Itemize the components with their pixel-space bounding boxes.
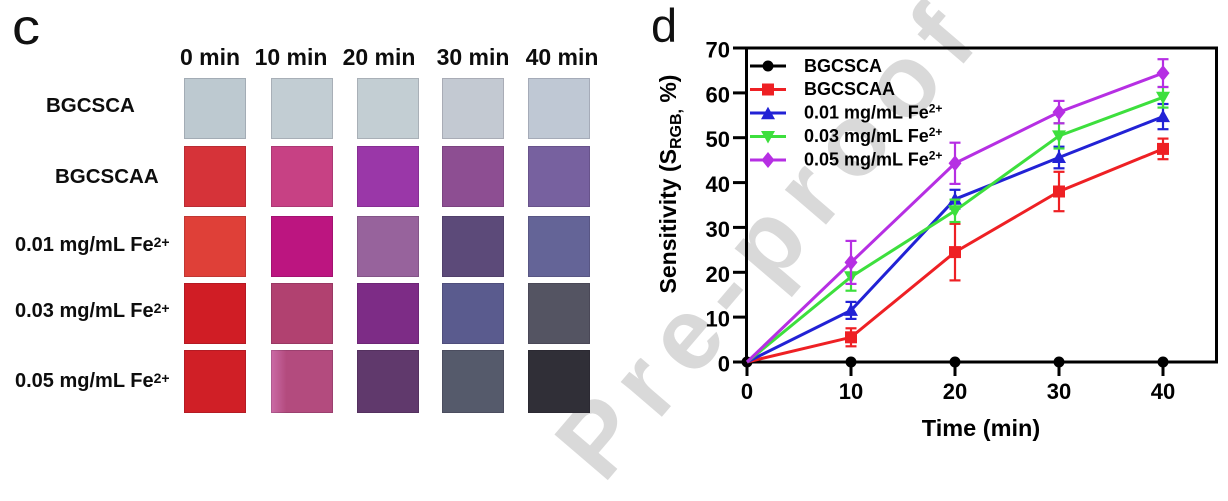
svg-text:40: 40 <box>706 172 730 197</box>
svg-text:20: 20 <box>943 379 967 404</box>
svg-text:0: 0 <box>718 352 730 377</box>
svg-text:20: 20 <box>706 262 730 287</box>
svg-text:0.05 mg/mL Fe2+: 0.05 mg/mL Fe2+ <box>804 149 942 170</box>
svg-text:Sensitivity (SRGB, %): Sensitivity (SRGB, %) <box>655 75 685 294</box>
svg-text:10: 10 <box>706 307 730 332</box>
svg-text:30: 30 <box>706 217 730 242</box>
svg-text:50: 50 <box>706 127 730 152</box>
svg-text:40: 40 <box>1151 379 1175 404</box>
svg-text:Time (min): Time (min) <box>922 415 1040 441</box>
svg-text:30: 30 <box>1047 379 1071 404</box>
svg-text:0.03 mg/mL Fe2+: 0.03 mg/mL Fe2+ <box>804 125 942 146</box>
svg-text:0: 0 <box>741 379 753 404</box>
svg-text:70: 70 <box>706 38 730 63</box>
svg-text:0.01 mg/mL Fe2+: 0.01 mg/mL Fe2+ <box>804 102 942 123</box>
svg-text:BGCSCA: BGCSCA <box>804 56 882 76</box>
svg-text:10: 10 <box>839 379 863 404</box>
svg-text:d: d <box>651 0 677 52</box>
svg-text:60: 60 <box>706 82 730 107</box>
svg-text:BGCSCAA: BGCSCAA <box>804 79 895 99</box>
